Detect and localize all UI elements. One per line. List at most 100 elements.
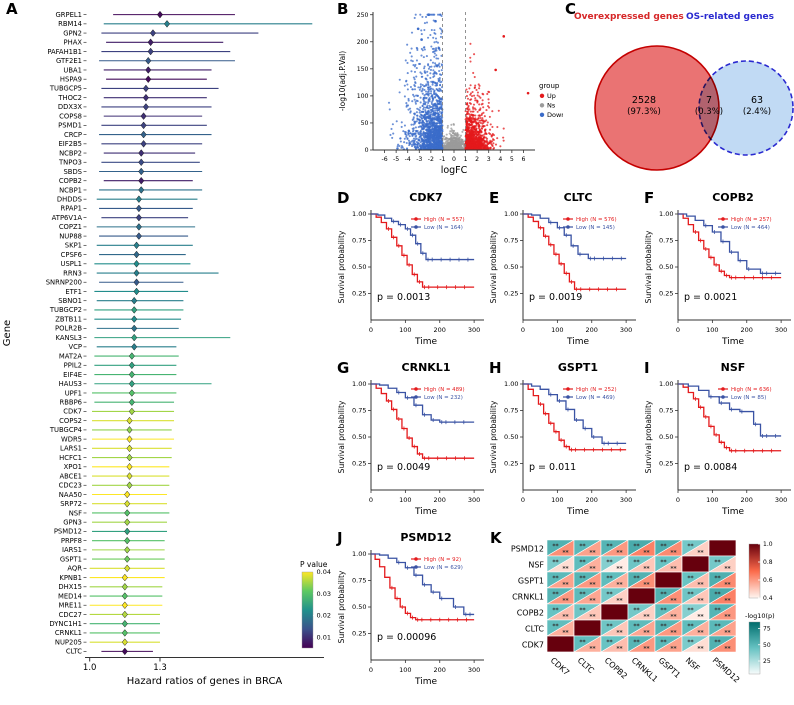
svg-text:300: 300 [468, 326, 480, 334]
svg-text:**: ** [724, 598, 731, 605]
svg-text:Survival probability: Survival probability [489, 230, 498, 303]
svg-text:-6: -6 [381, 156, 387, 163]
svg-text:**: ** [589, 646, 596, 653]
svg-text:100: 100 [399, 326, 411, 334]
svg-text:**: ** [606, 559, 613, 566]
svg-text:UBA1: UBA1 [63, 66, 82, 74]
svg-text:200: 200 [434, 666, 446, 674]
svg-text:**: ** [687, 591, 694, 598]
svg-text:Time: Time [414, 337, 437, 347]
svg-text:-5: -5 [393, 156, 399, 163]
svg-text:**: ** [552, 575, 559, 582]
svg-text:250: 250 [357, 12, 369, 19]
svg-text:0.75: 0.75 [504, 407, 518, 415]
svg-text:CRNKL1: CRNKL1 [512, 593, 544, 602]
svg-text:0.01: 0.01 [317, 633, 331, 641]
svg-text:-4: -4 [405, 156, 411, 163]
svg-text:PHAX: PHAX [63, 39, 82, 47]
svg-text:0: 0 [369, 496, 373, 504]
svg-text:CDK7: CDK7 [63, 408, 82, 416]
svg-text:50: 50 [361, 120, 369, 127]
svg-text:0: 0 [369, 666, 373, 674]
svg-text:**: ** [579, 575, 586, 582]
svg-text:Time: Time [566, 337, 589, 347]
svg-text:0.02: 0.02 [317, 612, 331, 620]
svg-text:PSMD12: PSMD12 [711, 656, 742, 685]
svg-text:**: ** [660, 623, 667, 630]
svg-text:COPS2: COPS2 [59, 417, 82, 425]
svg-text:CPSF6: CPSF6 [61, 251, 82, 259]
km-pvalue-cdk7: p = 0.0013 [377, 292, 431, 303]
svg-text:**: ** [552, 623, 559, 630]
svg-text:0.75: 0.75 [504, 237, 518, 245]
svg-text:**: ** [660, 543, 667, 550]
svg-text:1.00: 1.00 [352, 210, 366, 218]
svg-text:**: ** [670, 550, 677, 557]
svg-text:XPO1: XPO1 [64, 463, 82, 471]
svg-text:300: 300 [620, 326, 632, 334]
svg-text:CDC27: CDC27 [59, 611, 82, 619]
svg-text:VCP: VCP [69, 343, 83, 351]
svg-text:0.50: 0.50 [352, 433, 366, 441]
svg-text:Low (N = 85): Low (N = 85) [731, 395, 766, 401]
svg-text:**: ** [589, 550, 596, 557]
svg-text:0: 0 [676, 326, 680, 334]
svg-text:GSPT1: GSPT1 [60, 555, 82, 563]
venn-diagram [594, 45, 794, 171]
svg-text:300: 300 [775, 326, 787, 334]
svg-text:Low (N = 469): Low (N = 469) [576, 395, 615, 401]
svg-text:50: 50 [763, 642, 771, 649]
svg-text:Time: Time [414, 507, 437, 517]
svg-text:**: ** [724, 630, 731, 637]
panel-label-f: F [644, 189, 655, 207]
svg-text:RPAP1: RPAP1 [61, 205, 82, 213]
svg-text:GRPEL1: GRPEL1 [56, 11, 83, 19]
svg-text:High (N = 252): High (N = 252) [576, 387, 617, 393]
svg-text:100: 100 [551, 496, 563, 504]
panel-label-e: E [489, 189, 500, 207]
panel-label-b: B [337, 0, 349, 18]
venn-left-count: 2528 [631, 95, 657, 106]
svg-text:Gene: Gene [2, 320, 13, 346]
svg-text:HAUS3: HAUS3 [59, 380, 82, 388]
svg-text:1.0: 1.0 [763, 541, 773, 548]
svg-text:TUBGCP2: TUBGCP2 [49, 306, 82, 314]
svg-text:1.00: 1.00 [504, 380, 518, 388]
svg-text:**: ** [697, 630, 704, 637]
svg-text:Hazard ratios of genes in BRCA: Hazard ratios of genes in BRCA [127, 676, 283, 687]
svg-text:0.50: 0.50 [659, 263, 673, 271]
panel-label-g: G [337, 359, 350, 377]
svg-text:0.50: 0.50 [659, 433, 673, 441]
svg-text:Ns: Ns [547, 102, 556, 110]
km-pvalue-copb2: p = 0.0021 [684, 292, 738, 303]
svg-text:0.25: 0.25 [659, 290, 673, 298]
svg-text:1.0: 1.0 [83, 663, 97, 673]
svg-text:Time: Time [721, 507, 744, 517]
svg-text:100: 100 [551, 326, 563, 334]
svg-text:GTF2E1: GTF2E1 [56, 57, 82, 65]
svg-text:SBDS: SBDS [63, 168, 82, 176]
svg-text:High (N = 576): High (N = 576) [576, 217, 617, 223]
svg-text:**: ** [606, 543, 613, 550]
svg-text:CRNKL1: CRNKL1 [55, 629, 82, 637]
km-pvalue-gspt1: p = 0.011 [529, 462, 577, 473]
svg-text:**: ** [579, 591, 586, 598]
svg-text:**: ** [552, 607, 559, 614]
svg-text:EIF4E: EIF4E [63, 371, 82, 379]
svg-text:1.00: 1.00 [504, 210, 518, 218]
svg-text:**: ** [687, 543, 694, 550]
svg-text:USPL1: USPL1 [61, 260, 83, 268]
svg-text:**: ** [589, 614, 596, 621]
km-title-gspt1: GSPT1 [557, 361, 599, 374]
svg-text:**: ** [660, 639, 667, 646]
svg-text:**: ** [697, 614, 704, 621]
svg-text:200: 200 [357, 39, 369, 46]
km-pvalue-nsf: p = 0.0084 [684, 462, 738, 473]
svg-text:0.75: 0.75 [659, 237, 673, 245]
svg-text:AQR: AQR [67, 565, 82, 573]
correlation-heatmap: PSMD12 ************************NSF *******… [511, 539, 775, 685]
svg-text:100: 100 [399, 666, 411, 674]
svg-text:DHDDS: DHDDS [57, 195, 82, 203]
svg-text:**: ** [724, 614, 731, 621]
